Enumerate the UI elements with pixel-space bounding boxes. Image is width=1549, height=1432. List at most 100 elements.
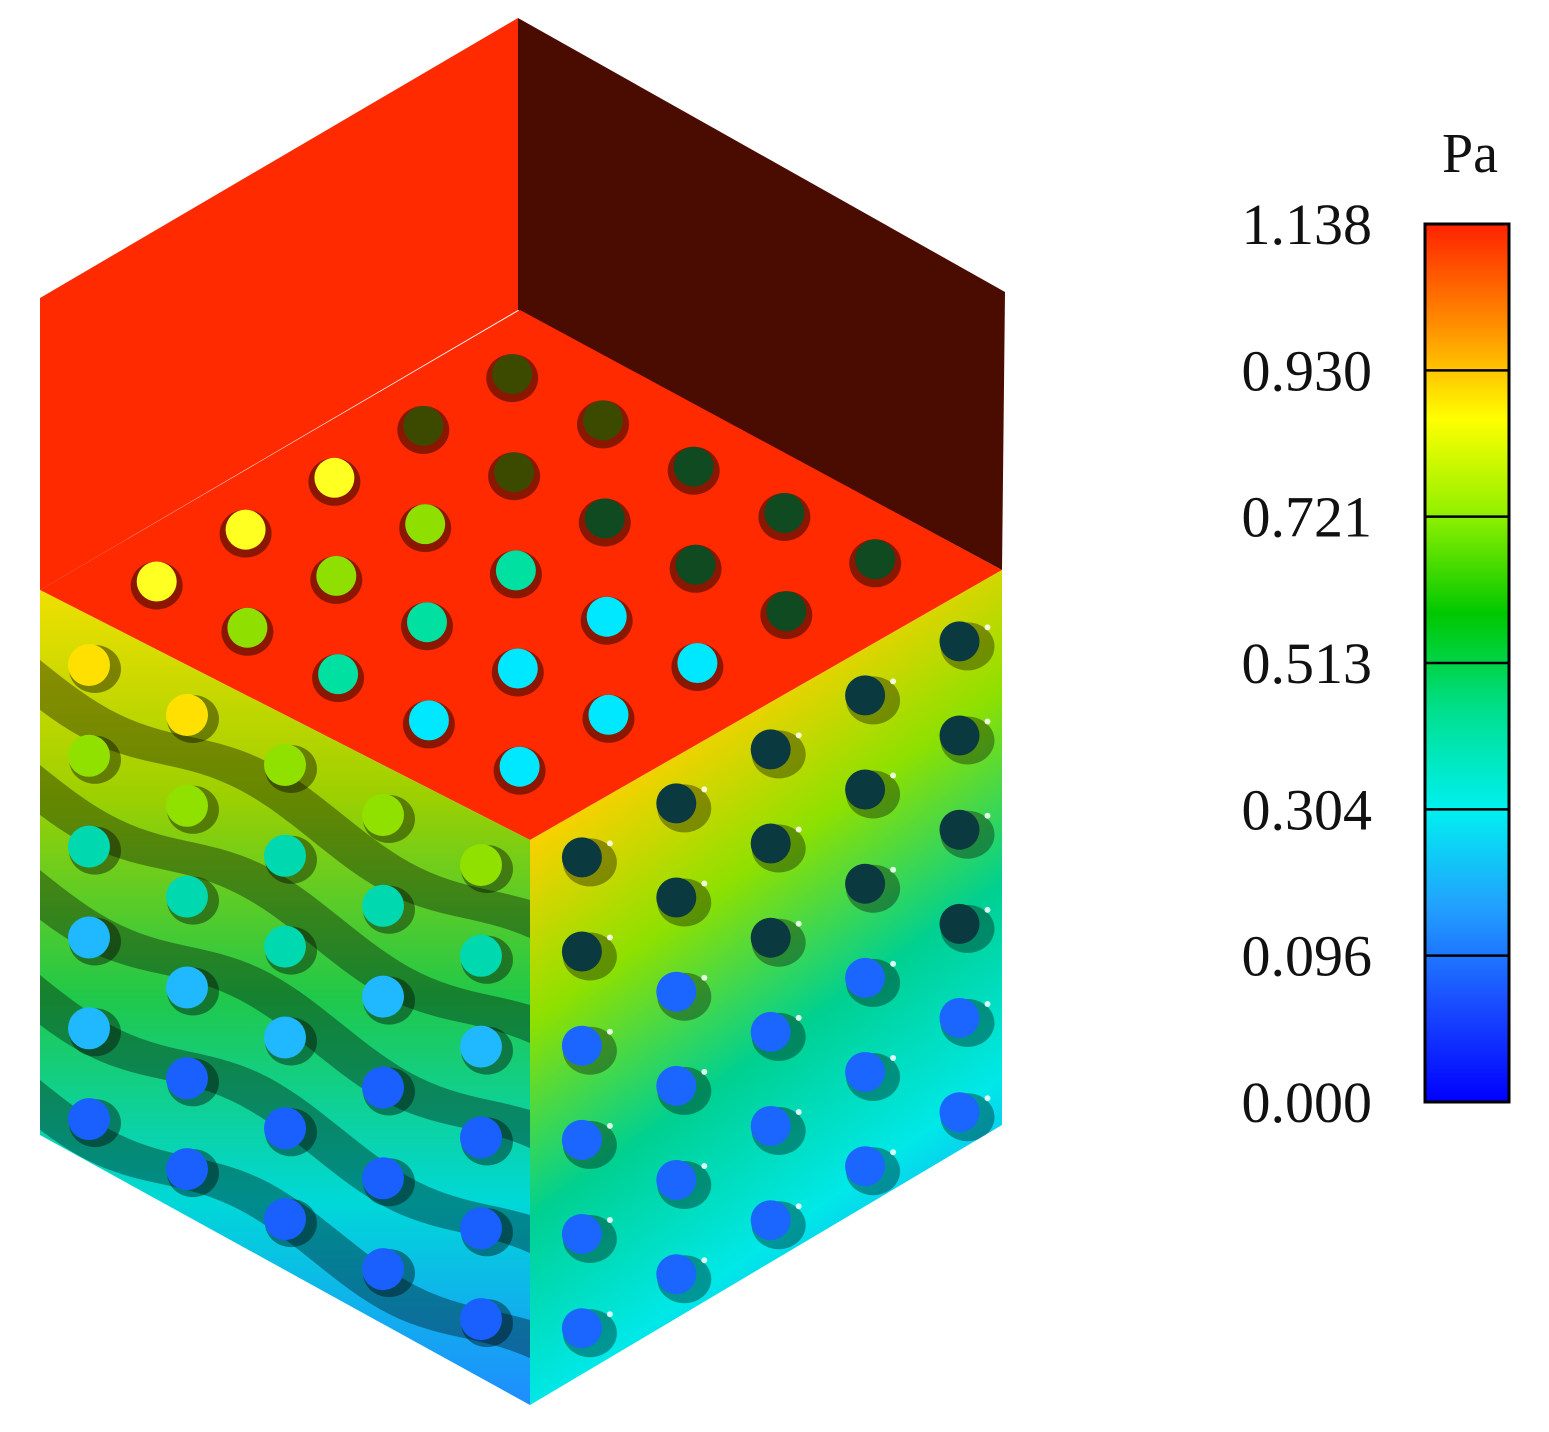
right-pore xyxy=(939,809,980,850)
highlight-dot xyxy=(606,1217,613,1223)
colorbar-tick-label: 0.721 xyxy=(1242,485,1373,550)
right-pore xyxy=(656,783,697,824)
right-pore xyxy=(656,1065,697,1106)
highlight-dot xyxy=(890,678,897,685)
top-pore xyxy=(583,400,623,441)
right-pore xyxy=(845,957,886,998)
top-pore xyxy=(764,493,805,533)
top-pore xyxy=(316,555,357,596)
right-face xyxy=(530,570,1002,1405)
top-pore xyxy=(403,405,444,446)
highlight-dot xyxy=(984,906,991,913)
right-pore xyxy=(845,769,886,810)
colorbar-tick-label: 1.138 xyxy=(1242,192,1373,257)
colorbar-tick-labels: 1.138 0.930 0.721 0.513 0.304 0.096 0.000 xyxy=(1242,192,1373,1135)
left-pore xyxy=(460,1116,502,1159)
left-ridge-band xyxy=(40,660,530,939)
right-pore xyxy=(561,1119,602,1160)
top-pore xyxy=(586,596,627,637)
left-pore xyxy=(68,734,110,777)
top-pore xyxy=(855,539,896,580)
left-pore xyxy=(362,1066,404,1109)
colorbar: Pa 1.138 0.930 0.721 0.513 0.304 0.096 0.000 xyxy=(1242,123,1511,1135)
left-ridge-band xyxy=(40,765,530,1044)
top-pore xyxy=(675,544,716,585)
left-pore xyxy=(166,966,208,1009)
left-pore xyxy=(362,1248,404,1291)
highlight-dot xyxy=(701,1163,708,1169)
right-pore xyxy=(939,1092,980,1133)
highlight-dot xyxy=(795,1014,802,1021)
right-pore xyxy=(561,837,602,878)
left-pore xyxy=(166,694,208,736)
top-pore xyxy=(584,498,625,539)
left-pore xyxy=(264,1016,306,1059)
colorbar-tick-label: 0.930 xyxy=(1242,338,1373,403)
right-pore xyxy=(750,823,791,864)
top-pore xyxy=(673,446,714,487)
left-pore xyxy=(460,1025,502,1068)
back-right-wall xyxy=(518,18,1005,570)
top-pore xyxy=(318,654,359,695)
left-pore xyxy=(68,825,110,868)
highlight-dot xyxy=(890,772,897,779)
highlight-dot xyxy=(984,624,991,631)
left-face xyxy=(40,590,530,1405)
left-pore xyxy=(460,1298,502,1341)
highlight-dot xyxy=(795,1109,802,1115)
left-face-pores xyxy=(68,644,513,1348)
highlight-dot xyxy=(984,718,991,725)
colorbar-unit-label: Pa xyxy=(1442,123,1498,185)
highlight-dot xyxy=(890,866,897,873)
left-pore xyxy=(264,834,306,877)
highlight-dot xyxy=(701,1068,708,1075)
left-pore xyxy=(264,925,306,968)
right-pore xyxy=(561,1214,602,1254)
highlight-dot xyxy=(984,1095,991,1102)
highlight-dot xyxy=(890,1055,897,1061)
right-pore xyxy=(939,715,980,756)
highlight-dot xyxy=(606,1028,613,1035)
right-pore xyxy=(750,1200,791,1241)
top-pore xyxy=(227,607,268,648)
right-pore xyxy=(750,729,791,770)
left-pore xyxy=(166,1057,208,1100)
highlight-dot xyxy=(984,812,991,819)
highlight-dot xyxy=(701,974,708,981)
top-pore xyxy=(499,746,540,787)
highlight-dot xyxy=(701,1257,708,1264)
colorbar-tick-label: 0.000 xyxy=(1242,1070,1373,1135)
highlight-dot xyxy=(795,920,802,927)
right-pore xyxy=(656,877,697,918)
left-pore xyxy=(166,1148,208,1191)
left-pore xyxy=(68,1007,110,1050)
left-pore xyxy=(166,875,208,918)
highlight-dot xyxy=(701,786,708,793)
top-pore xyxy=(314,457,355,498)
highlight-dot xyxy=(890,1149,897,1156)
right-pore xyxy=(939,903,980,944)
left-ridge-band xyxy=(40,870,530,1149)
right-pore xyxy=(750,1106,791,1146)
top-pore xyxy=(494,452,535,493)
colorbar-tick-label: 0.096 xyxy=(1242,924,1373,989)
left-pore xyxy=(264,1107,306,1150)
highlight-dot xyxy=(606,1122,613,1129)
top-pore xyxy=(408,700,449,741)
left-pore xyxy=(362,884,404,927)
right-face-pores xyxy=(561,621,995,1358)
right-pore xyxy=(750,1011,791,1052)
right-pore xyxy=(845,1146,886,1187)
highlight-dot xyxy=(795,826,802,833)
highlight-dot xyxy=(606,840,613,847)
porous-cube-model xyxy=(40,18,1005,1405)
right-pore xyxy=(845,1052,886,1092)
left-pore xyxy=(362,1157,404,1200)
left-pore xyxy=(68,644,110,686)
top-pore xyxy=(136,561,177,602)
right-pore xyxy=(939,998,980,1038)
right-pore xyxy=(561,931,602,972)
right-pore xyxy=(939,621,980,662)
right-pore xyxy=(656,1160,697,1200)
top-pore xyxy=(497,648,538,689)
